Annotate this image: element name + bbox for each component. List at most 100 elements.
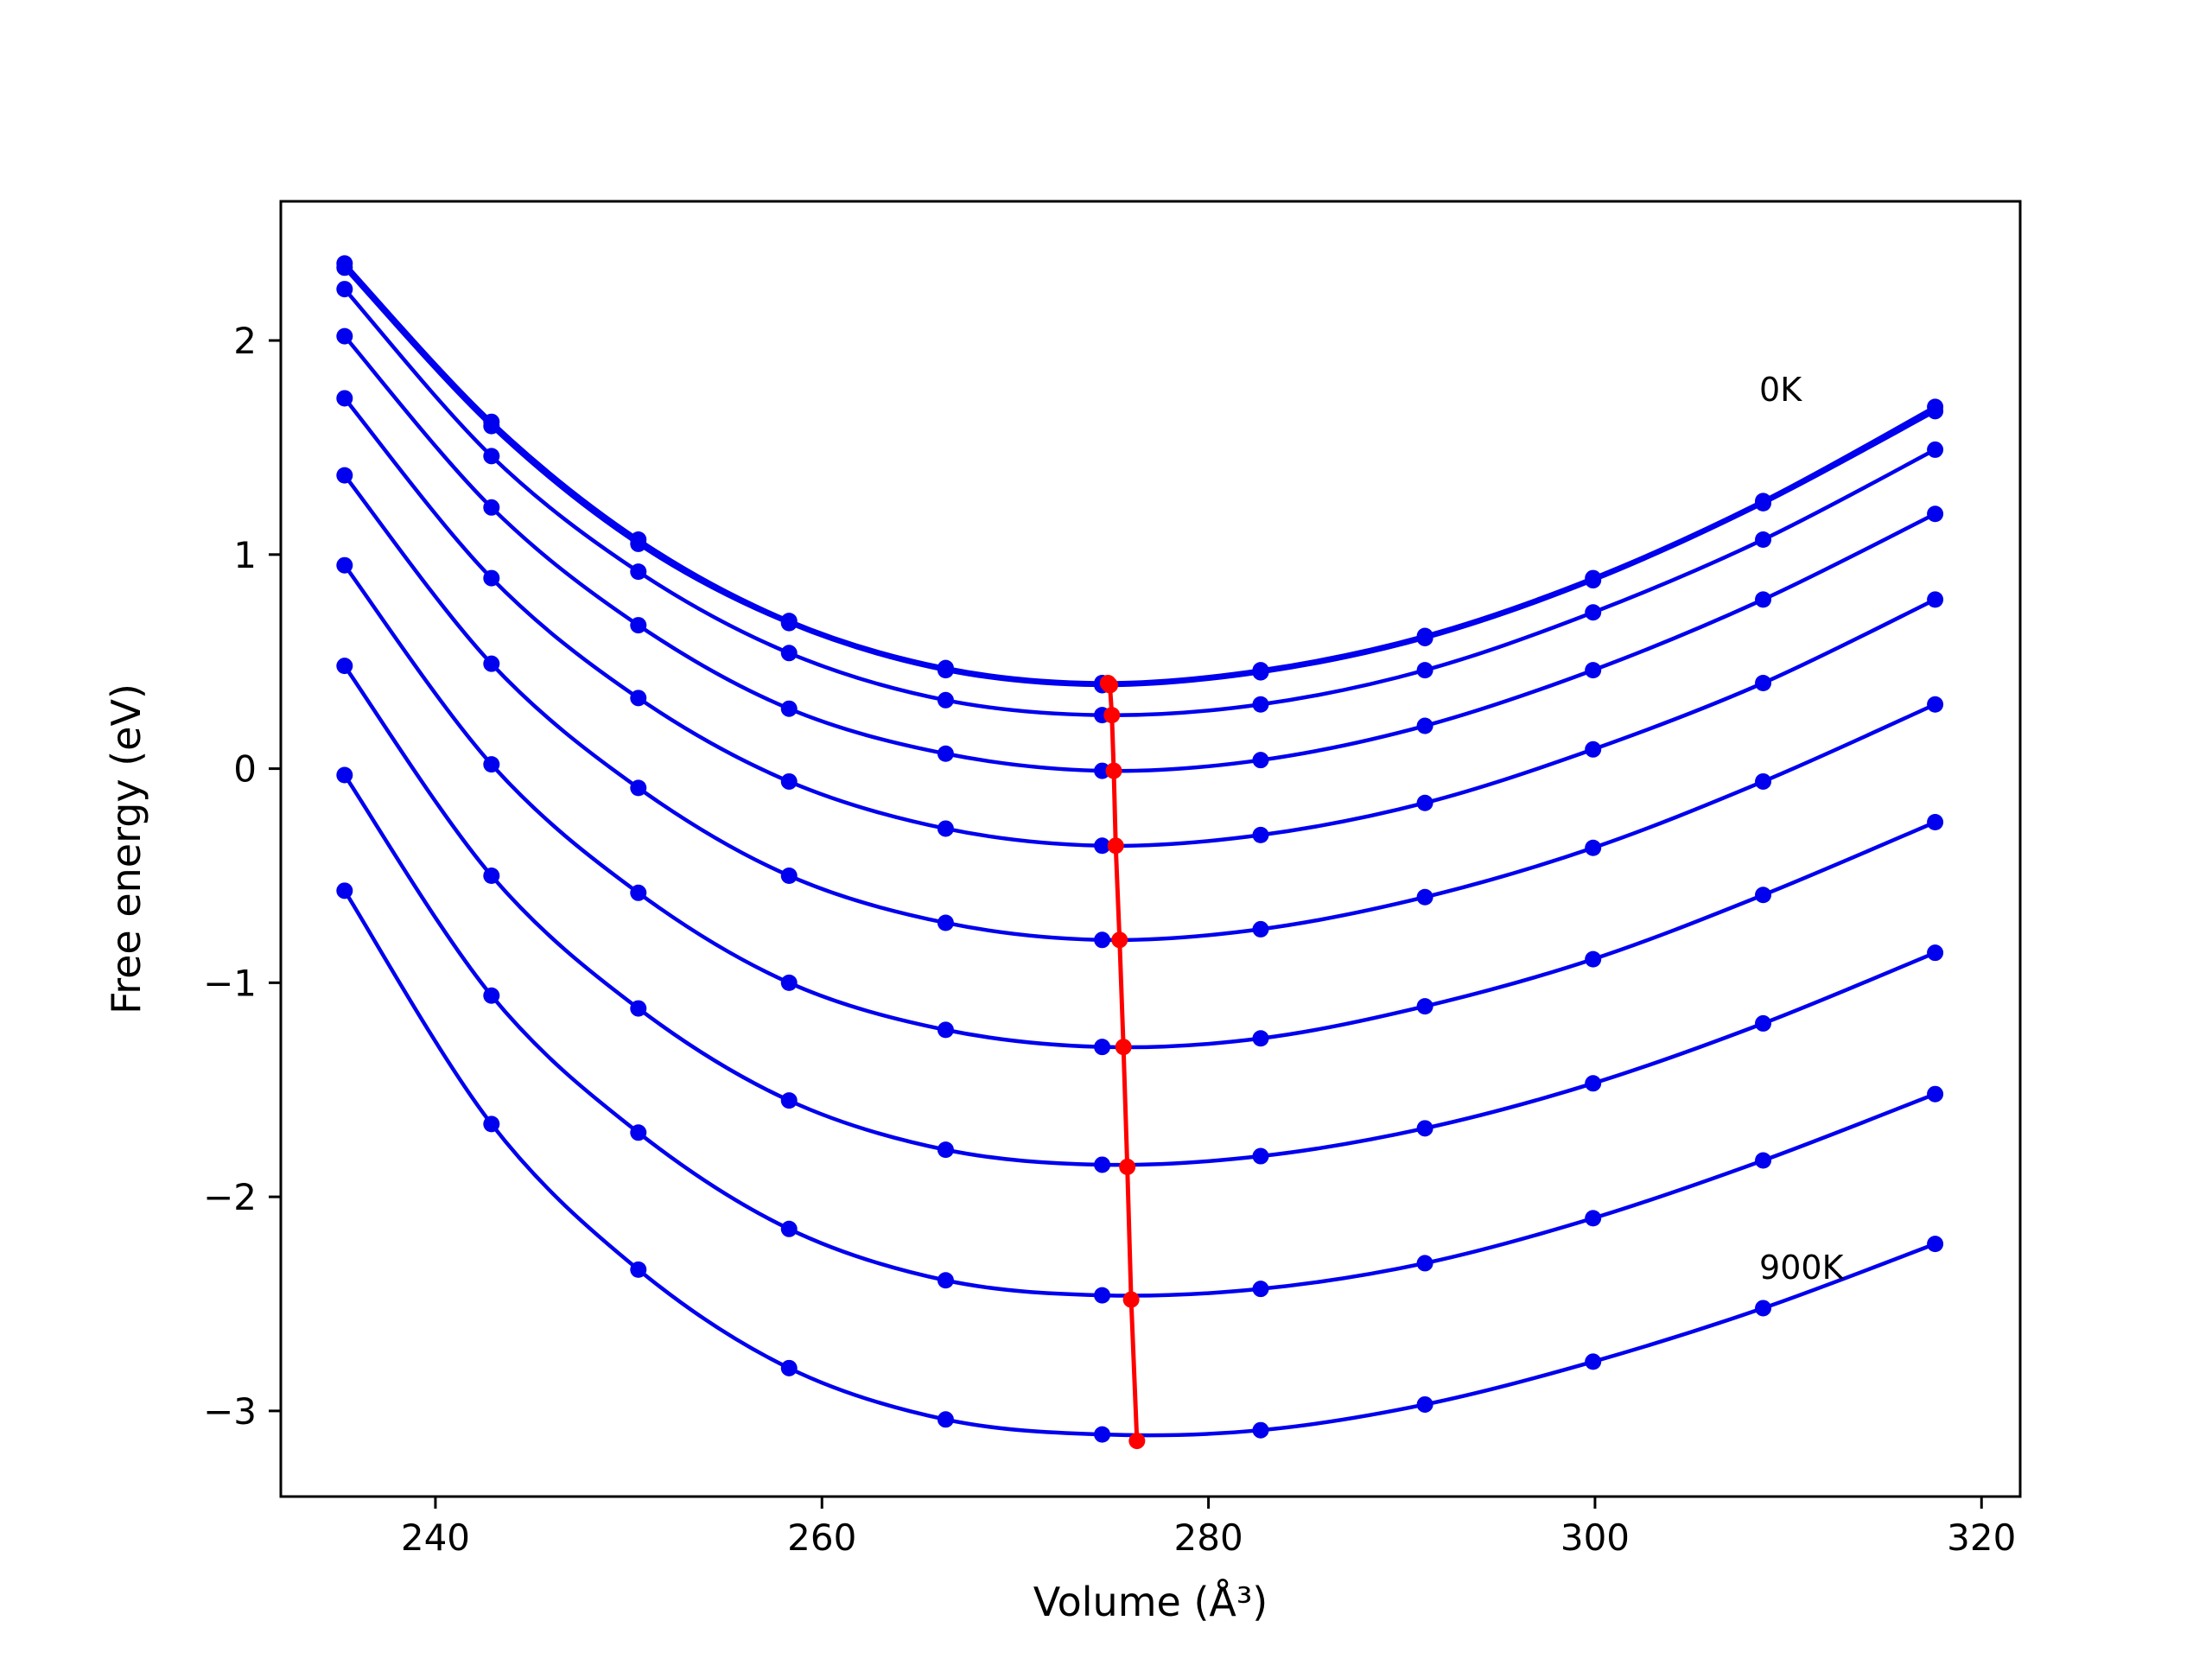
series-2-point-10 — [1927, 441, 1944, 458]
series-7-point-2 — [630, 1000, 647, 1017]
series-5 — [336, 467, 1944, 949]
x-tick-label-280: 280 — [1174, 1516, 1243, 1559]
series-6-point-5 — [1094, 1039, 1111, 1056]
series-2-point-1 — [483, 448, 500, 465]
series-4-point-4 — [937, 820, 954, 837]
series-4 — [336, 390, 1944, 855]
series-3-point-4 — [937, 745, 954, 762]
series-9-point-10 — [1927, 1236, 1944, 1253]
annotation-900k: 900K — [1759, 1249, 1845, 1287]
plot-area-frame — [279, 200, 2022, 1498]
series-1-point-8 — [1585, 572, 1602, 589]
series-9-point-7 — [1416, 1395, 1433, 1413]
series-2-point-3 — [780, 645, 798, 662]
minima-point-4 — [1107, 837, 1124, 855]
series-3-point-6 — [1252, 752, 1269, 769]
series-5-point-10 — [1927, 696, 1944, 713]
y-axis-ticks: 2 1 0 −1 −2 −3 — [203, 320, 281, 1433]
series-5-point-3 — [780, 867, 798, 884]
series-3-point-5 — [1094, 762, 1111, 779]
series-1-point-0 — [336, 259, 353, 276]
series-7 — [336, 658, 1944, 1173]
series-3-line — [343, 334, 1936, 773]
series-7-point-9 — [1755, 1014, 1772, 1032]
series-9-point-1 — [483, 1116, 500, 1133]
series-3 — [336, 327, 1944, 779]
series-9-line — [342, 889, 1936, 1438]
y-tick-label-4: −2 — [203, 1176, 257, 1218]
series-7-point-8 — [1585, 1075, 1602, 1092]
series-3-point-10 — [1927, 505, 1944, 523]
series-2-point-9 — [1755, 531, 1772, 548]
series-6-point-6 — [1252, 1030, 1269, 1047]
x-tick-label-320: 320 — [1947, 1516, 2016, 1559]
series-1-point-6 — [1252, 664, 1269, 681]
series-1-point-4 — [937, 662, 954, 679]
series-3-point-7 — [1416, 717, 1433, 734]
minima-layer — [1099, 674, 1146, 1450]
minima-point-5 — [1111, 931, 1128, 949]
series-1-point-10 — [1927, 403, 1944, 420]
series-8 — [336, 766, 1944, 1304]
series-9-point-8 — [1585, 1353, 1602, 1370]
series-2-point-4 — [937, 691, 954, 709]
series-8-line — [342, 773, 1936, 1298]
series-6-point-1 — [483, 756, 500, 773]
series-3-point-0 — [336, 327, 353, 345]
series-5-point-8 — [1585, 839, 1602, 856]
series-7-point-3 — [780, 1092, 798, 1109]
series-4-point-3 — [780, 772, 798, 790]
y-axis-label: Free energy (eV) — [103, 683, 149, 1014]
series-4-point-7 — [1416, 794, 1433, 811]
y-tick-label-3: −1 — [203, 962, 257, 1004]
annotation-0k: 0K — [1759, 371, 1802, 409]
minima-point-3 — [1105, 762, 1122, 779]
series-1-point-2 — [630, 535, 647, 552]
series-9-point-5 — [1094, 1426, 1111, 1443]
series-1-point-7 — [1416, 629, 1433, 646]
series-3-point-1 — [483, 499, 500, 516]
series-4-point-1 — [483, 569, 500, 587]
series-4-point-6 — [1252, 826, 1269, 843]
series-9-point-6 — [1252, 1421, 1269, 1439]
minima-point-6 — [1115, 1039, 1132, 1056]
y-tick-label-1: 1 — [233, 534, 257, 576]
series-4-point-9 — [1755, 674, 1772, 691]
series-8-point-5 — [1094, 1287, 1111, 1304]
series-9-point-4 — [937, 1411, 954, 1428]
series-9-point-3 — [780, 1359, 798, 1376]
y-tick-label-2: 0 — [233, 748, 257, 791]
series-7-point-0 — [336, 658, 353, 675]
series-8-point-7 — [1416, 1255, 1433, 1272]
y-tick-label-5: −3 — [203, 1390, 257, 1433]
minima-line — [1106, 681, 1140, 1441]
x-tick-label-260: 260 — [787, 1516, 856, 1559]
series-8-point-3 — [780, 1220, 798, 1237]
series-7-point-6 — [1252, 1147, 1269, 1165]
series-1-line — [343, 266, 1936, 688]
series-8-point-6 — [1252, 1281, 1269, 1298]
series-3-point-8 — [1585, 662, 1602, 679]
series-3-point-9 — [1755, 591, 1772, 608]
series-7-point-5 — [1094, 1156, 1111, 1173]
series-5-point-2 — [630, 779, 647, 797]
series-7-point-4 — [937, 1141, 954, 1159]
series-6-point-4 — [937, 1021, 954, 1039]
series-4-line — [343, 397, 1936, 849]
x-tick-label-300: 300 — [1560, 1516, 1630, 1559]
series-8-point-10 — [1927, 1085, 1944, 1103]
series-6-point-8 — [1585, 950, 1602, 968]
series-5-point-4 — [937, 914, 954, 931]
series-1-point-3 — [780, 614, 798, 632]
series-5-point-1 — [483, 655, 500, 672]
series-4-point-10 — [1927, 591, 1944, 608]
series-4-point-8 — [1585, 741, 1602, 758]
series-9 — [336, 882, 1944, 1443]
series-2-point-2 — [630, 563, 647, 581]
series-4-point-0 — [336, 390, 353, 407]
series-5-point-6 — [1252, 920, 1269, 938]
series-8-point-0 — [336, 766, 353, 784]
series-4-point-5 — [1094, 837, 1111, 855]
series-6-point-2 — [630, 884, 647, 901]
